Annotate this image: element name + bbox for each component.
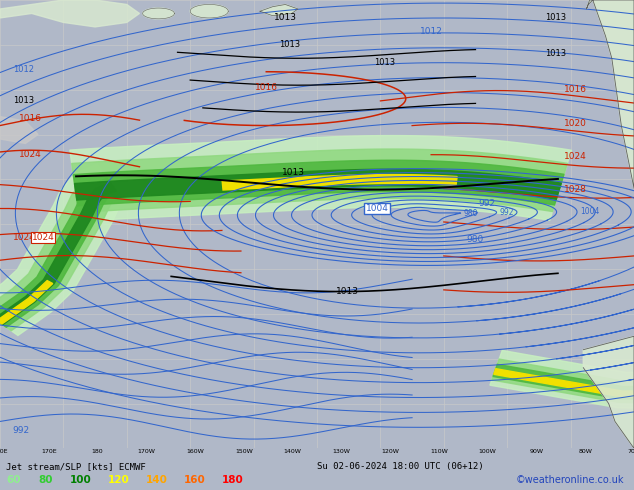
Text: 1013: 1013 <box>336 287 359 296</box>
Text: Jet stream/SLP [kts] ECMWF: Jet stream/SLP [kts] ECMWF <box>6 462 146 471</box>
Text: 992: 992 <box>500 208 514 217</box>
Text: 1013: 1013 <box>374 58 395 67</box>
Text: 90W: 90W <box>529 449 543 454</box>
Text: 1013: 1013 <box>13 96 34 105</box>
Text: 130W: 130W <box>332 449 351 454</box>
Text: 180: 180 <box>92 449 103 454</box>
Text: 60: 60 <box>6 475 21 485</box>
Text: 150W: 150W <box>235 449 253 454</box>
Text: 1028: 1028 <box>564 185 587 194</box>
Text: 1020: 1020 <box>564 119 587 128</box>
Text: 160E: 160E <box>0 449 8 454</box>
Polygon shape <box>494 368 634 397</box>
Polygon shape <box>190 4 228 18</box>
Text: 1013: 1013 <box>545 13 566 22</box>
Text: 980: 980 <box>466 235 483 245</box>
Text: 110W: 110W <box>430 449 448 454</box>
Polygon shape <box>586 0 634 188</box>
Polygon shape <box>0 172 121 331</box>
Polygon shape <box>72 149 567 213</box>
Polygon shape <box>0 281 53 324</box>
Text: ©weatheronline.co.uk: ©weatheronline.co.uk <box>516 475 624 485</box>
Polygon shape <box>493 364 634 399</box>
Polygon shape <box>0 117 38 144</box>
Text: 992: 992 <box>479 199 496 209</box>
Text: 1016: 1016 <box>19 114 42 123</box>
Text: Su 02-06-2024 18:00 UTC (06+12): Su 02-06-2024 18:00 UTC (06+12) <box>317 462 484 471</box>
Text: 1012: 1012 <box>13 65 34 74</box>
Text: 160W: 160W <box>186 449 204 454</box>
Text: 80: 80 <box>38 475 53 485</box>
Text: 140: 140 <box>146 475 168 485</box>
Polygon shape <box>75 169 561 200</box>
Polygon shape <box>492 359 634 403</box>
Text: 980: 980 <box>464 209 478 218</box>
Text: 170W: 170W <box>138 449 155 454</box>
Text: 1013: 1013 <box>274 13 297 22</box>
Text: 170E: 170E <box>41 449 56 454</box>
Text: 120: 120 <box>108 475 129 485</box>
Text: 992: 992 <box>13 426 30 435</box>
Text: 70W: 70W <box>627 449 634 454</box>
Text: 1012: 1012 <box>420 26 443 36</box>
Polygon shape <box>70 136 571 221</box>
Text: 1013: 1013 <box>282 168 305 177</box>
Polygon shape <box>0 178 118 327</box>
Text: 1004: 1004 <box>366 204 389 213</box>
Text: 1004: 1004 <box>580 207 600 217</box>
Polygon shape <box>74 160 564 206</box>
Text: 1024: 1024 <box>32 233 55 242</box>
Text: 140W: 140W <box>283 449 302 454</box>
Polygon shape <box>0 0 139 27</box>
Polygon shape <box>222 174 457 190</box>
Text: 120W: 120W <box>381 449 399 454</box>
Polygon shape <box>490 350 634 408</box>
Text: 1016: 1016 <box>255 83 278 92</box>
Text: 1024: 1024 <box>13 233 36 242</box>
Text: 1024: 1024 <box>19 150 42 159</box>
Polygon shape <box>583 336 634 448</box>
Polygon shape <box>143 8 174 19</box>
Polygon shape <box>260 4 298 16</box>
Text: 180: 180 <box>222 475 243 485</box>
Text: 1013: 1013 <box>545 49 566 58</box>
Text: 100W: 100W <box>479 449 496 454</box>
Text: 160: 160 <box>184 475 205 485</box>
Text: 1024: 1024 <box>564 152 587 161</box>
Text: 80W: 80W <box>578 449 592 454</box>
Text: 100: 100 <box>70 475 91 485</box>
Polygon shape <box>0 183 116 325</box>
Text: 1013: 1013 <box>279 40 300 49</box>
Text: 1016: 1016 <box>564 85 587 94</box>
Polygon shape <box>0 164 126 336</box>
